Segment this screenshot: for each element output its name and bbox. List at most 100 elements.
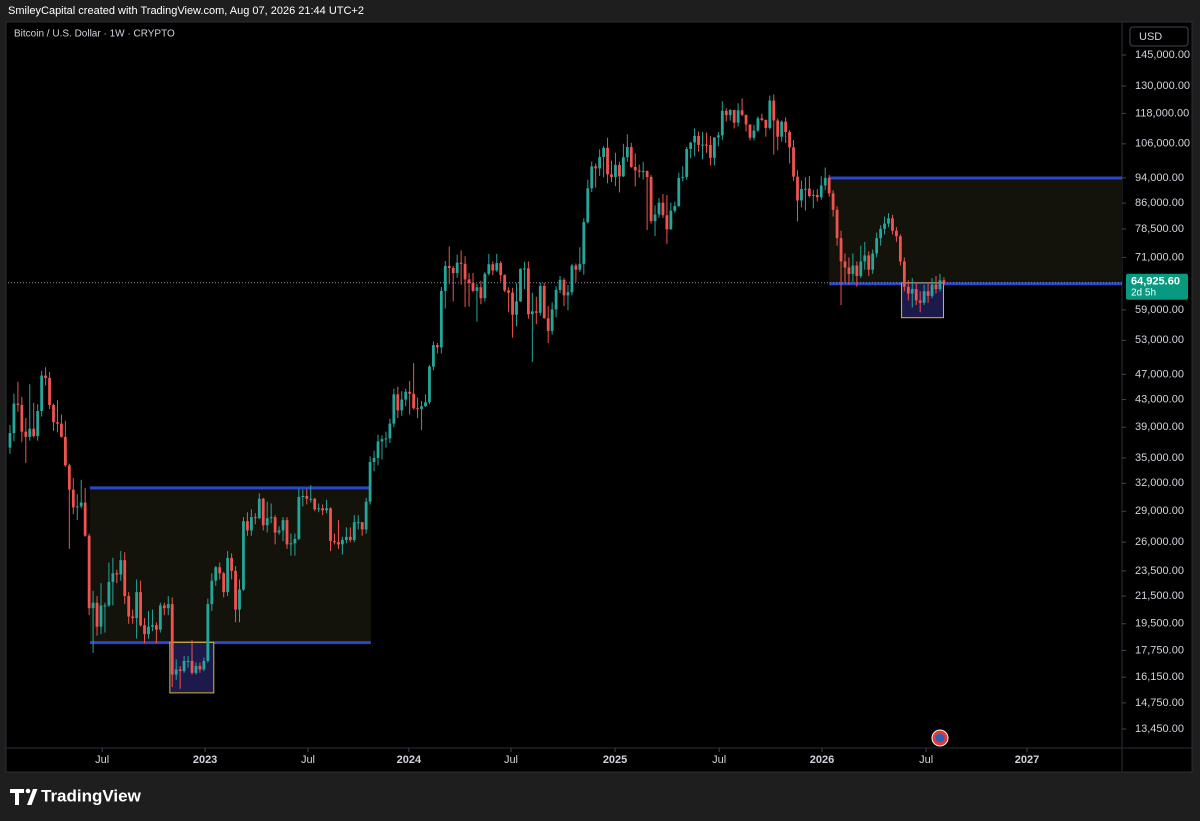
candle-body: [930, 284, 934, 296]
candle-body: [887, 218, 890, 224]
candle-body: [443, 265, 447, 291]
candle-body: [202, 660, 206, 670]
candle-body: [115, 573, 119, 575]
candle-body: [269, 517, 273, 519]
candle-body: [530, 311, 534, 315]
candle-body: [815, 194, 819, 198]
candle-body: [439, 290, 443, 348]
y-tick-label: 94,000.00: [1135, 172, 1184, 184]
event-flag[interactable]: [931, 729, 949, 747]
candle-body: [186, 660, 190, 662]
candle-body: [637, 170, 641, 172]
candle-body: [772, 100, 776, 121]
candle-body: [91, 602, 95, 609]
y-tick-label: 39,000.00: [1135, 421, 1184, 433]
last-price-label: 64,925.60: [1131, 276, 1180, 288]
candle-body: [768, 100, 772, 128]
candle-body: [538, 285, 542, 313]
candle-body: [103, 605, 107, 607]
currency-box[interactable]: [1129, 26, 1189, 47]
candle-body: [697, 135, 700, 145]
candle-body: [360, 522, 364, 530]
candle-body: [796, 176, 799, 201]
candle-body: [309, 498, 313, 500]
candle-body: [681, 176, 685, 178]
candle-body: [673, 206, 677, 211]
candle-body: [265, 518, 269, 526]
candle-body: [289, 543, 293, 545]
candle-body: [898, 236, 902, 262]
candle-body: [83, 502, 87, 536]
candle-body: [602, 147, 605, 157]
candle-body: [645, 171, 649, 177]
candle-body: [435, 345, 439, 348]
candle-body: [75, 506, 79, 508]
candle-body: [48, 378, 51, 405]
currency-label: USD: [1139, 31, 1162, 43]
candle-body: [396, 394, 400, 411]
candle-body: [234, 570, 237, 610]
candle-body: [728, 110, 732, 116]
candle-body: [511, 292, 514, 315]
candle-body: [756, 118, 760, 131]
candle-body: [859, 261, 863, 276]
y-tick-label: 59,000.00: [1135, 304, 1184, 316]
candle-body: [447, 265, 451, 268]
candle-body: [942, 280, 946, 283]
candle-body: [67, 465, 71, 490]
candle-body: [356, 522, 360, 524]
y-tick-label: 145,000.00: [1135, 49, 1190, 61]
candle-body: [79, 502, 83, 507]
candle-body: [214, 567, 218, 581]
candle-body: [56, 422, 59, 424]
candle-body: [606, 147, 609, 175]
candle-body: [321, 508, 325, 511]
candle-body: [934, 284, 938, 290]
candle-body: [550, 309, 554, 331]
candle-body: [566, 292, 570, 296]
candle-body: [507, 290, 511, 293]
candle-body: [748, 124, 752, 138]
y-tick-label: 71,000.00: [1135, 251, 1184, 263]
candle-body: [408, 391, 412, 394]
candle-body: [792, 147, 795, 177]
candle-body: [871, 253, 875, 270]
candle-body: [277, 530, 281, 533]
candle-body: [574, 265, 578, 270]
x-tick-label: 2024: [397, 754, 422, 766]
y-tick-label: 17,750.00: [1135, 644, 1184, 656]
axes: 145,000.00 130,000.00 118,000.00 106,000.00…: [95, 49, 1190, 766]
candle-body: [432, 345, 435, 367]
candle-body: [839, 238, 843, 262]
candle-body: [835, 209, 839, 239]
candle-body: [586, 188, 590, 223]
candle-body: [526, 268, 530, 315]
candle-body: [534, 311, 538, 313]
candle-body: [875, 238, 879, 254]
y-tick-label: 16,150.00: [1135, 671, 1184, 683]
candle-body: [143, 625, 146, 635]
candle-body: [503, 275, 507, 291]
x-tick-label: Jul: [712, 754, 726, 766]
candle-body: [693, 135, 697, 143]
candle-body: [404, 391, 408, 400]
candle-body: [178, 669, 182, 672]
candle-body: [831, 193, 835, 210]
candle-body: [744, 114, 748, 125]
candle-body: [451, 267, 455, 274]
candle-body: [784, 121, 788, 133]
candle-body: [190, 660, 194, 673]
candle-body: [800, 188, 803, 201]
candle-body: [257, 498, 261, 519]
candle-body: [701, 144, 704, 146]
candle-body: [463, 263, 467, 280]
candle-body: [491, 264, 495, 271]
candle-body: [467, 279, 471, 283]
candle-body: [720, 110, 724, 136]
candle-body: [340, 540, 344, 545]
candle-body: [665, 215, 669, 230]
candle-body: [598, 156, 602, 169]
y-tick-label: 26,000.00: [1135, 536, 1184, 548]
candle-body: [910, 289, 914, 294]
